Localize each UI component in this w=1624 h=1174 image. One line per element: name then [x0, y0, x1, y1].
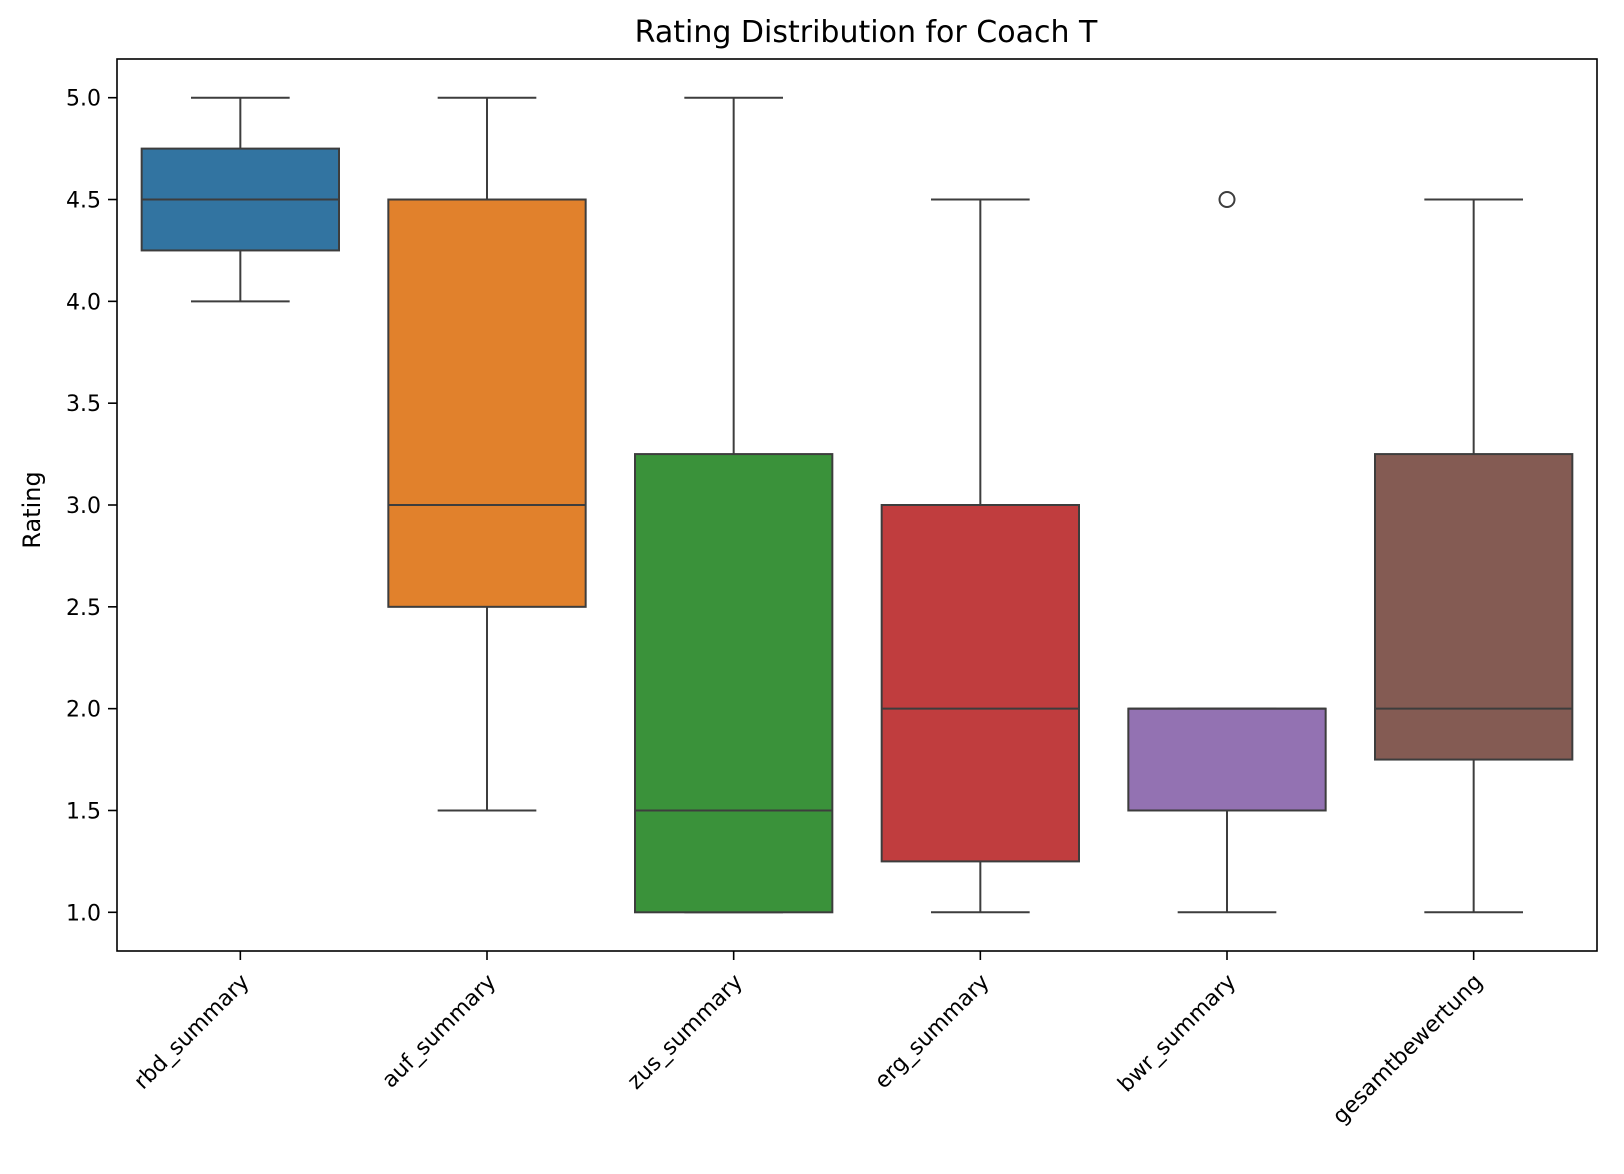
x-tick-label-rbd-summary: rbd_summary — [130, 970, 255, 1095]
x-tick-label-erg-summary: erg_summary — [870, 970, 994, 1094]
y-tick-label: 4.0 — [66, 290, 101, 315]
box-gesamtbewertung — [1374, 453, 1574, 761]
y-tick-label: 2.0 — [66, 698, 101, 723]
y-tick-label: 1.5 — [66, 799, 101, 824]
box-erg-summary — [880, 504, 1081, 863]
outlier-bwr-summary — [1218, 191, 1236, 209]
y-axis-label: Rating — [18, 471, 46, 548]
y-tick-label: 1.0 — [66, 901, 101, 926]
x-tick-label-zus-summary: zus_summary — [623, 970, 748, 1095]
y-tick-label: 3.0 — [66, 494, 101, 519]
chart-title: Rating Distribution for Coach T — [635, 15, 1098, 50]
box-bwr-summary — [1127, 707, 1327, 812]
x-tick-label-auf-summary: auf_summary — [378, 970, 502, 1094]
box-zus-summary — [634, 453, 834, 914]
plot-frame — [116, 58, 1598, 952]
y-tick-label: 5.0 — [66, 87, 101, 112]
box-auf-summary — [387, 198, 587, 608]
x-tick-label-gesamtbewertung: gesamtbewertung — [1328, 970, 1488, 1130]
y-tick-label: 4.5 — [66, 189, 101, 214]
plot-area: 1.0 1.5 2.0 2.5 3.0 3.5 4.0 4.5 5.0 rbd_summary au… — [66, 87, 1574, 1130]
y-tick-label: 2.5 — [66, 596, 101, 621]
y-tick-label: 3.5 — [66, 392, 101, 417]
x-tick-label-bwr-summary: bwr_summary — [1113, 970, 1241, 1098]
